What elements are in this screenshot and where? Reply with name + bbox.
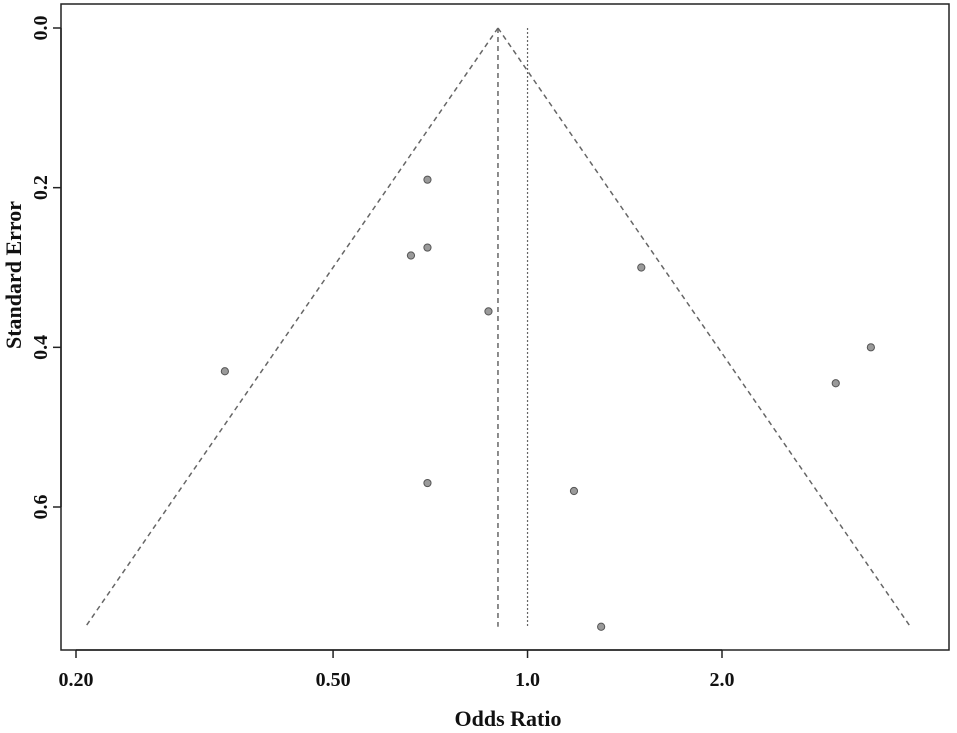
study-point xyxy=(484,307,493,316)
x-axis-title: Odds Ratio xyxy=(455,706,562,731)
y-tick-label: 0.4 xyxy=(30,335,52,360)
study-point xyxy=(866,343,875,352)
y-tick-label: 0.2 xyxy=(30,175,52,200)
x-tick-label: 2.0 xyxy=(710,669,735,691)
study-point xyxy=(406,251,416,260)
x-tick-label: 1.0 xyxy=(515,669,540,691)
y-tick-label: 0.0 xyxy=(30,16,52,41)
study-point xyxy=(569,486,579,496)
y-tick-label: 0.6 xyxy=(30,495,52,520)
study-point xyxy=(831,379,840,388)
x-tick-label: 0.20 xyxy=(59,669,94,691)
study-point xyxy=(423,243,432,252)
study-point xyxy=(597,622,606,631)
x-tick-label: 0.50 xyxy=(316,669,351,691)
funnel-left-limit xyxy=(84,27,499,628)
study-point xyxy=(220,367,229,376)
funnel-right-limit xyxy=(497,27,912,628)
y-axis-title: Standard Error xyxy=(1,201,26,349)
study-point xyxy=(423,175,432,184)
study-point xyxy=(423,478,432,488)
study-point xyxy=(637,263,646,272)
plot-frame xyxy=(60,3,950,651)
